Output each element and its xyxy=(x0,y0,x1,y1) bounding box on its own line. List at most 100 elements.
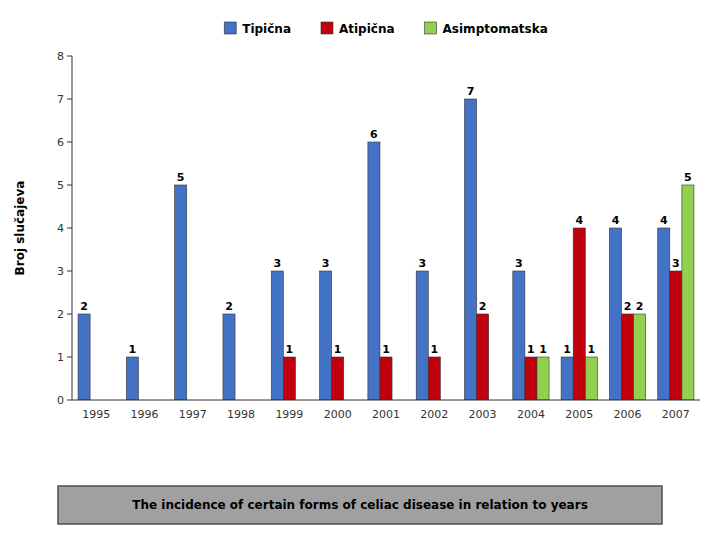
data-label: 4 xyxy=(575,214,583,227)
bar xyxy=(223,314,235,400)
bar xyxy=(658,228,670,400)
y-tick-label: 3 xyxy=(57,265,64,278)
data-label: 4 xyxy=(660,214,668,227)
x-tick-label: 2006 xyxy=(614,408,642,421)
bar xyxy=(78,314,90,400)
data-label: 1 xyxy=(286,343,294,356)
bar xyxy=(271,271,283,400)
legend: Tipična Atipična Asimptomatska xyxy=(224,22,548,36)
bar xyxy=(283,357,295,400)
bar xyxy=(573,228,585,400)
legend-swatch xyxy=(224,22,236,34)
y-tick-label: 4 xyxy=(57,222,64,235)
y-tick-label: 7 xyxy=(57,93,64,106)
data-label: 1 xyxy=(430,343,438,356)
x-tick-label: 1995 xyxy=(82,408,110,421)
data-label: 3 xyxy=(322,257,330,270)
x-tick-label: 2005 xyxy=(565,408,593,421)
y-tick-label: 6 xyxy=(57,136,64,149)
bar xyxy=(368,142,380,400)
caption-text: The incidence of certain forms of celiac… xyxy=(132,498,588,512)
data-label: 7 xyxy=(467,85,475,98)
data-label: 1 xyxy=(587,343,595,356)
y-tick-label: 2 xyxy=(57,308,64,321)
y-tick-label: 1 xyxy=(57,351,64,364)
x-tick-label: 2003 xyxy=(469,408,497,421)
legend-label: Tipična xyxy=(242,22,291,36)
y-tick xyxy=(67,56,72,57)
y-tick-label: 8 xyxy=(57,50,64,63)
bar xyxy=(622,314,634,400)
data-label: 2 xyxy=(636,300,644,313)
bars xyxy=(78,99,694,400)
x-tick-label: 1996 xyxy=(130,408,158,421)
data-label: 2 xyxy=(624,300,632,313)
legend-label: Atipična xyxy=(339,22,395,36)
y-tick xyxy=(67,400,72,401)
x-tick-label: 1999 xyxy=(275,408,303,421)
y-tick xyxy=(67,314,72,315)
bar xyxy=(670,271,682,400)
x-tick-label: 2004 xyxy=(517,408,545,421)
y-tick xyxy=(67,185,72,186)
data-label: 2 xyxy=(80,300,88,313)
bar xyxy=(320,271,332,400)
legend-label: Asimptomatska xyxy=(443,22,548,36)
chart: 2152336373144111121423112501234567819951… xyxy=(0,0,720,540)
bar xyxy=(537,357,549,400)
bar xyxy=(465,99,477,400)
caption: The incidence of certain forms of celiac… xyxy=(58,486,662,524)
data-label: 5 xyxy=(177,171,185,184)
x-tick-label: 2007 xyxy=(662,408,690,421)
bar xyxy=(609,228,621,400)
y-tick xyxy=(67,99,72,100)
bar xyxy=(682,185,694,400)
data-label: 1 xyxy=(527,343,535,356)
legend-item: Atipična xyxy=(321,22,395,36)
bar xyxy=(513,271,525,400)
x-axis-line xyxy=(72,400,700,401)
data-label: 3 xyxy=(273,257,281,270)
bar xyxy=(416,271,428,400)
bar xyxy=(380,357,392,400)
data-label: 4 xyxy=(612,214,620,227)
bar xyxy=(561,357,573,400)
x-tick-label: 2000 xyxy=(324,408,352,421)
x-tick-label: 1998 xyxy=(227,408,255,421)
bar xyxy=(585,357,597,400)
data-label: 6 xyxy=(370,128,378,141)
data-label: 3 xyxy=(672,257,680,270)
axes: 0 1 2 3 4 5 6 7 8 1995 1996 1997 1998 1999 2000 2001 200… xyxy=(57,50,700,421)
bar xyxy=(175,185,187,400)
data-label: 1 xyxy=(539,343,547,356)
bar xyxy=(332,357,344,400)
y-axis-label: Broj slučajeva xyxy=(13,181,27,276)
legend-swatch xyxy=(321,22,333,34)
data-label: 5 xyxy=(684,171,692,184)
legend-item: Asimptomatska xyxy=(425,22,548,36)
y-tick-label: 0 xyxy=(57,394,64,407)
legend-item: Tipična xyxy=(224,22,291,36)
data-label: 2 xyxy=(479,300,487,313)
bar xyxy=(634,314,646,400)
data-label: 1 xyxy=(382,343,390,356)
legend-swatch xyxy=(425,22,437,34)
data-label: 3 xyxy=(418,257,426,270)
caption-box xyxy=(58,486,662,524)
data-labels: 21523363731441111214231125 xyxy=(80,85,692,356)
y-tick xyxy=(67,228,72,229)
data-label: 1 xyxy=(334,343,342,356)
data-label: 3 xyxy=(515,257,523,270)
data-label: 1 xyxy=(129,343,137,356)
x-tick-label: 1997 xyxy=(179,408,207,421)
bar xyxy=(477,314,489,400)
bar xyxy=(428,357,440,400)
bar xyxy=(126,357,138,400)
y-tick xyxy=(67,142,72,143)
data-label: 1 xyxy=(563,343,571,356)
y-tick xyxy=(67,271,72,272)
bar xyxy=(525,357,537,400)
y-tick-label: 5 xyxy=(57,179,64,192)
x-tick-label: 2001 xyxy=(372,408,400,421)
y-tick xyxy=(67,357,72,358)
